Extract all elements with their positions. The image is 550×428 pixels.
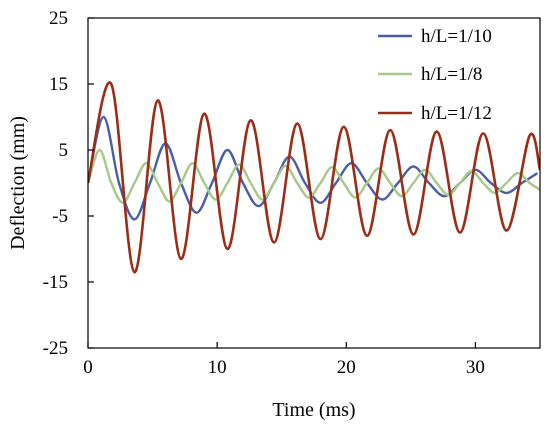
series-line-3 — [88, 81, 540, 274]
legend: h/L=1/10 h/L=1/8 h/L=1/12 — [378, 26, 492, 124]
y-tick-label: 25 — [49, 8, 68, 29]
y-tick-label: 5 — [59, 140, 69, 161]
legend-label: h/L=1/10 — [421, 26, 492, 47]
x-tick-label: 10 — [208, 357, 227, 378]
y-axis-title: Deflection (mm) — [7, 116, 29, 250]
x-tick-label: 30 — [466, 357, 485, 378]
y-axis: 25 15 5 -5 -15 -25 — [43, 8, 94, 359]
plot-frame — [87, 17, 541, 349]
y-tick-label: -15 — [43, 272, 68, 293]
x-tick-label: 20 — [337, 357, 356, 378]
series-line-2 — [88, 148, 540, 204]
x-axis: 0 10 20 30 — [83, 342, 485, 378]
x-tick-label: 0 — [83, 357, 93, 378]
legend-label: h/L=1/12 — [421, 103, 492, 124]
x-axis-title: Time (ms) — [272, 399, 355, 421]
y-tick-label: -25 — [43, 338, 68, 359]
series-layer — [88, 81, 540, 274]
y-tick-label: 15 — [49, 74, 68, 95]
y-tick-label: -5 — [52, 206, 68, 227]
legend-label: h/L=1/8 — [421, 64, 482, 85]
